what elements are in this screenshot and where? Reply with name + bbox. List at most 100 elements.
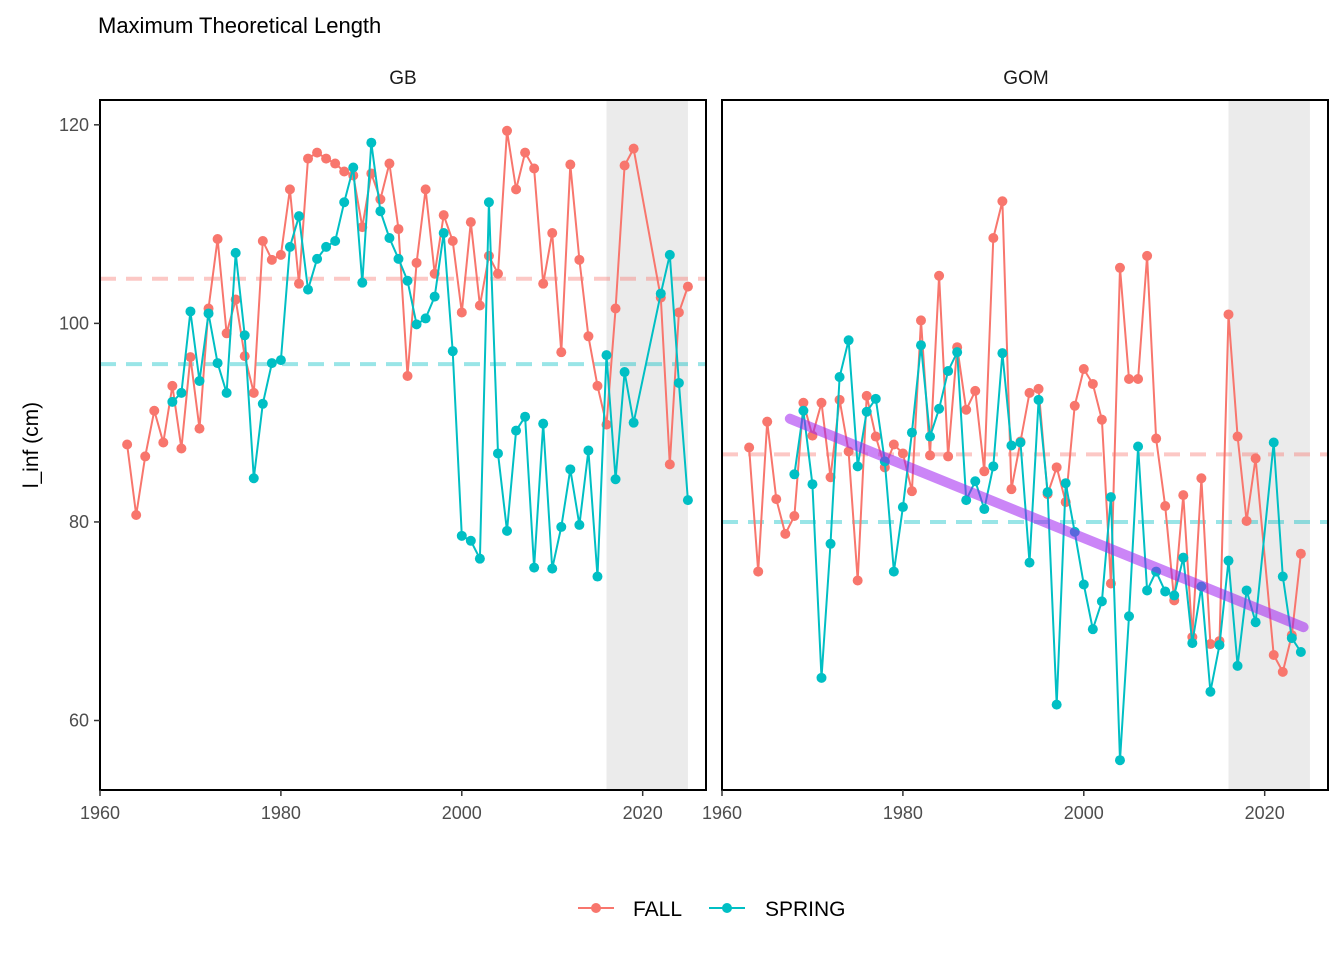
data-point-fall-gom — [753, 566, 764, 577]
data-point-fall-gom — [798, 397, 809, 408]
data-point-spring-gb — [583, 445, 594, 456]
data-point-spring-gom — [1078, 579, 1089, 590]
data-point-spring-gom — [1087, 624, 1098, 635]
x-tick-label-gb: 2020 — [623, 803, 663, 823]
data-point-spring-gom — [943, 366, 954, 377]
data-point-spring-gom — [906, 427, 917, 438]
data-point-fall-gb — [583, 331, 594, 342]
data-point-fall-gb — [438, 210, 449, 221]
legend-label-fall: FALL — [633, 898, 682, 921]
data-point-spring-gb — [167, 396, 178, 407]
data-point-spring-gb — [483, 197, 494, 208]
data-point-spring-gb — [257, 398, 268, 409]
data-point-fall-gb — [592, 380, 603, 391]
plot-area-gom: 1960 1980 2000 2020 — [702, 99, 1329, 823]
data-point-fall-gb — [447, 235, 458, 246]
data-point-spring-gb — [393, 253, 404, 264]
data-point-spring-gom — [897, 502, 908, 513]
y-tick-label: 120 — [59, 115, 89, 135]
panel-border-gb — [99, 99, 707, 791]
data-point-fall-gom — [1051, 462, 1062, 473]
data-point-fall-gb — [547, 228, 558, 239]
data-point-spring-gom — [798, 405, 809, 416]
data-point-spring-gb — [384, 233, 395, 243]
data-point-spring-gb — [339, 197, 350, 208]
x-tick-label-gb: 2000 — [442, 803, 482, 823]
data-point-spring-gom — [1096, 596, 1107, 607]
data-point-fall-gb — [185, 352, 196, 363]
data-point-fall-gom — [988, 233, 999, 243]
data-point-fall-gom — [789, 510, 800, 521]
data-point-spring-gom — [1015, 437, 1026, 448]
data-point-spring-gom — [1205, 686, 1216, 697]
data-point-fall-gb — [212, 233, 223, 244]
data-point-fall-gb — [248, 387, 259, 398]
data-point-fall-gb — [339, 166, 350, 177]
data-point-spring-gom — [1169, 590, 1180, 601]
y-tick-label: 60 — [69, 711, 89, 731]
data-point-spring-gb — [502, 525, 513, 536]
data-point-spring-gom — [1232, 660, 1243, 671]
data-point-fall-gom — [1295, 548, 1306, 559]
data-point-fall-gom — [1114, 262, 1125, 273]
data-point-fall-gom — [915, 315, 926, 326]
data-point-fall-gb — [275, 249, 286, 260]
data-point-spring-gom — [1277, 571, 1288, 582]
data-point-fall-gom — [861, 390, 872, 401]
data-point-spring-gb — [239, 330, 250, 341]
legend: FALL SPRING — [578, 898, 846, 921]
data-point-spring-gom — [961, 495, 972, 506]
data-point-fall-gb — [520, 147, 531, 158]
data-point-fall-gb — [384, 158, 395, 169]
data-point-spring-gb — [574, 519, 585, 530]
data-point-spring-gb — [511, 425, 522, 436]
data-point-fall-gb — [502, 125, 513, 136]
legend-key-point-spring — [722, 903, 732, 913]
data-point-spring-gb — [402, 275, 413, 286]
data-point-spring-gb — [266, 358, 277, 369]
data-point-fall-gom — [1250, 453, 1261, 464]
data-point-spring-gb — [664, 249, 675, 260]
data-point-spring-gom — [1024, 557, 1035, 568]
data-point-fall-gb — [293, 278, 304, 289]
data-point-spring-gom — [934, 403, 945, 414]
data-point-spring-gb — [212, 358, 223, 369]
data-point-spring-gb — [420, 313, 431, 324]
data-point-fall-gb — [456, 307, 467, 318]
data-point-fall-gb — [393, 224, 404, 235]
data-point-spring-gom — [1223, 555, 1234, 566]
data-point-spring-gom — [1268, 437, 1279, 448]
panel-gb: GB 1960 1980 2000 2020 60 80 100 120 — [59, 68, 707, 823]
data-point-spring-gb — [492, 448, 503, 459]
data-point-fall-gb — [538, 278, 549, 289]
data-point-spring-gom — [834, 371, 845, 382]
x-tick-label-gom: 1960 — [702, 803, 742, 823]
data-point-spring-gom — [1105, 492, 1116, 503]
data-point-spring-gom — [1133, 441, 1144, 452]
series-line-spring-gb — [171, 141, 689, 578]
data-point-fall-gom — [943, 451, 954, 462]
data-point-fall-gb — [194, 423, 205, 434]
data-point-spring-gb — [375, 206, 386, 217]
data-point-spring-gom — [1250, 617, 1261, 628]
data-point-spring-gb — [321, 241, 332, 252]
data-point-spring-gb — [655, 288, 666, 299]
data-point-spring-gom — [888, 566, 899, 577]
data-point-fall-gom — [1024, 387, 1035, 398]
data-point-spring-gom — [852, 461, 863, 472]
legend-item-spring: SPRING — [709, 898, 846, 921]
data-point-fall-gom — [762, 416, 773, 427]
data-point-fall-gb — [131, 509, 142, 520]
data-point-spring-gom — [1214, 640, 1225, 651]
data-point-spring-gb — [601, 350, 612, 361]
data-point-spring-gom — [1033, 394, 1044, 405]
data-point-fall-gb — [321, 153, 332, 164]
y-axis-label: l_inf (cm) — [20, 402, 43, 488]
data-point-spring-gom — [1286, 633, 1297, 644]
data-point-spring-gb — [176, 387, 187, 398]
data-point-spring-gom — [1295, 647, 1306, 657]
data-point-spring-gom — [952, 347, 963, 358]
data-point-spring-gb — [221, 387, 232, 398]
y-tick-label: 80 — [69, 512, 89, 532]
